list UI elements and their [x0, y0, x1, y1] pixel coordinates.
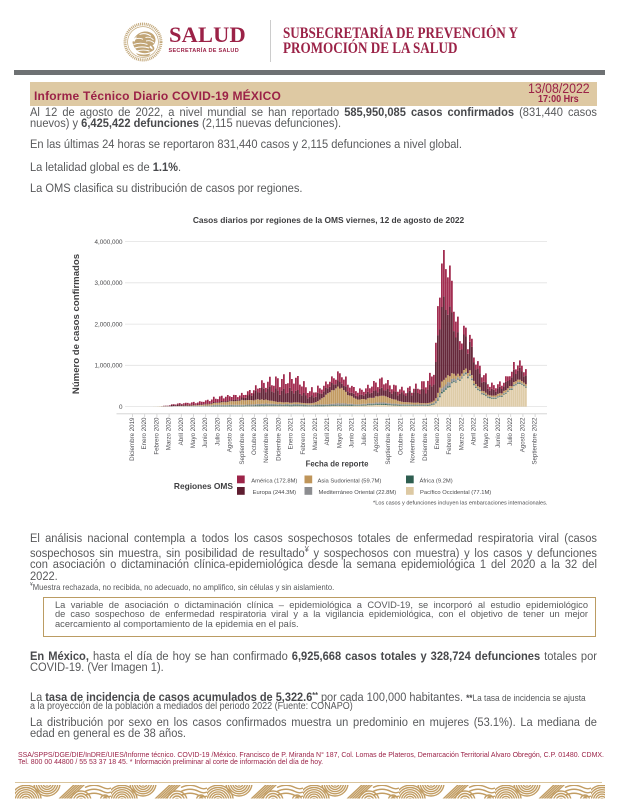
svg-text:Septiembre 2020: Septiembre 2020 [239, 417, 246, 465]
svg-text:Septiembre 2021: Septiembre 2021 [385, 417, 392, 465]
svg-text:Febrero 2022: Febrero 2022 [446, 417, 453, 455]
svg-text:Agosto 2021: Agosto 2021 [373, 417, 380, 452]
svg-text:Número de casos confirmados: Número de casos confirmados [71, 254, 82, 394]
svg-text:Diciembre 2019: Diciembre 2019 [129, 417, 136, 461]
svg-text:Asia Sudoriental (59.7M): Asia Sudoriental (59.7M) [318, 479, 382, 485]
svg-text:América (172.8M): América (172.8M) [251, 479, 297, 485]
svg-text:Febrero 2021: Febrero 2021 [300, 417, 307, 455]
svg-text:Julio 2021: Julio 2021 [361, 417, 368, 446]
svg-text:Septiembre 2022: Septiembre 2022 [532, 417, 539, 465]
svg-text:1,000,000: 1,000,000 [94, 363, 123, 370]
svg-text:Abril 2022: Abril 2022 [471, 417, 478, 445]
svg-text:Mediterráneo Oriental (22.8M): Mediterráneo Oriental (22.8M) [319, 490, 397, 496]
svg-text:Mayo 2022: Mayo 2022 [483, 417, 490, 448]
svg-text:Julio 2020: Julio 2020 [214, 417, 221, 446]
svg-text:Agosto 2020: Agosto 2020 [227, 417, 234, 452]
svg-text:Noviembre 2020: Noviembre 2020 [263, 417, 270, 463]
svg-text:Diciembre 2021: Diciembre 2021 [422, 417, 429, 461]
svg-text:Octubre 2021: Octubre 2021 [397, 417, 404, 455]
svg-text:Mayo 2021: Mayo 2021 [336, 417, 343, 448]
svg-text:Abril 2021: Abril 2021 [324, 417, 331, 445]
svg-text:Pacífico Occidental (77.1M): Pacífico Occidental (77.1M) [420, 490, 491, 496]
svg-text:3,000,000: 3,000,000 [94, 280, 123, 287]
svg-text:0: 0 [119, 404, 123, 411]
svg-text:Marzo 2021: Marzo 2021 [312, 417, 319, 450]
svg-text:*Los casos y defunciones inclu: *Los casos y defunciones incluyen las em… [373, 501, 548, 507]
svg-text:Casos diarios por regiones de: Casos diarios por regiones de la OMS vie… [193, 215, 465, 225]
svg-text:Junio 2021: Junio 2021 [349, 417, 356, 448]
svg-text:2,000,000: 2,000,000 [94, 321, 123, 328]
svg-text:Europa (244.3M): Europa (244.3M) [253, 490, 297, 496]
svg-text:Enero 2022: Enero 2022 [434, 417, 441, 450]
svg-text:4,000,000: 4,000,000 [94, 239, 123, 246]
svg-text:Marzo 2020: Marzo 2020 [166, 417, 173, 450]
svg-text:Fecha de reporte: Fecha de reporte [306, 459, 369, 468]
svg-text:Enero 2021: Enero 2021 [288, 417, 295, 450]
svg-text:Junio 2020: Junio 2020 [202, 417, 209, 448]
svg-text:Regiones OMS: Regiones OMS [174, 481, 234, 491]
svg-text:Junio 2022: Junio 2022 [495, 417, 502, 448]
svg-text:Abril 2020: Abril 2020 [178, 417, 185, 445]
svg-text:Octubre 2020: Octubre 2020 [251, 417, 258, 455]
svg-text:Noviembre 2021: Noviembre 2021 [410, 417, 417, 463]
svg-text:África (9.2M): África (9.2M) [420, 478, 453, 485]
svg-text:Enero 2020: Enero 2020 [141, 417, 148, 450]
svg-text:Agosto 2022: Agosto 2022 [519, 417, 526, 452]
svg-text:Marzo 2022: Marzo 2022 [458, 417, 465, 450]
svg-text:Febrero 2020: Febrero 2020 [153, 417, 160, 455]
svg-text:Diciembre 2020: Diciembre 2020 [275, 417, 282, 461]
svg-text:Mayo 2020: Mayo 2020 [190, 417, 197, 448]
svg-text:Julio 2022: Julio 2022 [507, 417, 514, 446]
